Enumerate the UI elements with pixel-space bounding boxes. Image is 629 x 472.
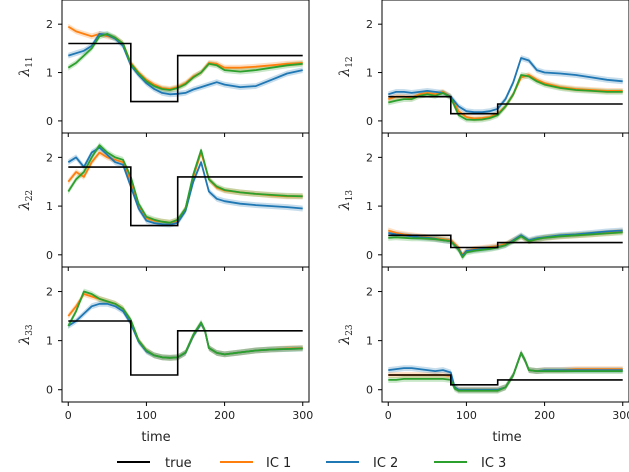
series-ic3-l23	[388, 351, 623, 392]
y-tick-label-l11-2: 2	[46, 18, 53, 31]
x-axis-labels: time time	[141, 430, 521, 445]
series-ic2-l12	[388, 57, 623, 114]
axes-frame-l12	[381, 0, 629, 134]
series-true-l33	[68, 320, 303, 376]
y-tick-label-l33-2: 2	[46, 286, 53, 299]
y-tick-label-l12-0: 0	[366, 115, 373, 128]
legend: true IC 1 IC 2 IC 3	[117, 456, 506, 471]
subplot-l23: 0 1 2 0 100 200 300 λ23	[337, 266, 629, 422]
series-ic3-l13	[388, 231, 623, 259]
series-true-l11	[68, 42, 303, 103]
band-ic2-l22	[68, 144, 303, 228]
y-tick-label-l12-2: 2	[366, 18, 373, 31]
y-tick-label-l13-2: 2	[366, 151, 373, 164]
subplot-l13: 0 1 2 λ13	[337, 132, 629, 271]
x-tick-label-l23-1: 100	[456, 409, 477, 422]
legend-label-ic2: IC 2	[373, 456, 398, 471]
series-true-l22	[68, 166, 303, 227]
series-ic3-l33	[67, 290, 303, 359]
y-tick-label-l33-0: 0	[46, 384, 53, 397]
band-ic1-l33	[68, 291, 303, 361]
y-tick-label-l13-0: 0	[366, 249, 373, 262]
subplot-l11: 0 1 2 λ11	[17, 0, 310, 137]
subplot-l12: 0 1 2 λ12	[337, 0, 629, 137]
y-tick-label-l33-1: 1	[46, 335, 53, 348]
y-axis-label-l22: λ22	[17, 190, 35, 211]
series-ic2-l22	[67, 146, 303, 226]
axes-frame-l23	[381, 266, 629, 403]
subplot-l33: 0 1 2 0 100 200 300 λ33	[17, 266, 313, 422]
series-true-l23	[388, 374, 623, 386]
series-true-l12	[388, 95, 623, 115]
legend-label-true: true	[165, 456, 192, 471]
y-axis-label-l11: λ11	[17, 56, 35, 77]
y-tick-label-l23-1: 1	[366, 335, 373, 348]
y-tick-label-l12-1: 1	[366, 67, 373, 80]
y-axis-label-l33: λ33	[17, 324, 35, 346]
y-tick-label-l11-0: 0	[46, 115, 53, 128]
series-ic3-l22	[67, 144, 303, 224]
y-axis-label-l13: λ13	[337, 190, 355, 212]
x-axis-label-left: time	[141, 430, 170, 445]
x-tick-label-l33-3: 300	[292, 409, 313, 422]
y-tick-label-l13-1: 1	[366, 200, 373, 213]
subplot-l22: 0 1 2 λ22	[17, 132, 310, 271]
x-tick-label-l23-0: 0	[385, 409, 392, 422]
y-tick-label-l23-0: 0	[366, 384, 373, 397]
band-ic1-l22	[68, 149, 303, 226]
series-ic2-l23	[388, 351, 623, 391]
series-true-l13	[388, 234, 623, 249]
y-tick-label-l22-0: 0	[46, 249, 53, 262]
series-ic2-l11	[68, 33, 303, 96]
y-tick-label-l23-2: 2	[366, 286, 373, 299]
y-axis-label-l12: λ12	[337, 56, 355, 77]
series-ic3-l11	[67, 33, 303, 91]
series-ic1-l12	[388, 74, 623, 120]
x-axis-label-right: time	[492, 430, 521, 445]
x-tick-label-l33-1: 100	[136, 409, 157, 422]
y-tick-label-l11-1: 1	[46, 67, 53, 80]
x-tick-label-l33-0: 0	[65, 409, 72, 422]
y-tick-label-l22-1: 1	[46, 200, 53, 213]
x-tick-label-l23-2: 200	[534, 409, 555, 422]
y-axis-label-l23: λ23	[337, 324, 355, 346]
axes-frame-l33	[61, 266, 310, 403]
y-tick-label-l22-2: 2	[46, 151, 53, 164]
x-tick-label-l33-2: 200	[214, 409, 235, 422]
legend-label-ic3: IC 3	[481, 456, 506, 471]
x-tick-label-l23-3: 300	[612, 409, 629, 422]
series-ic3-l12	[388, 74, 623, 121]
legend-label-ic1: IC 1	[266, 456, 291, 471]
